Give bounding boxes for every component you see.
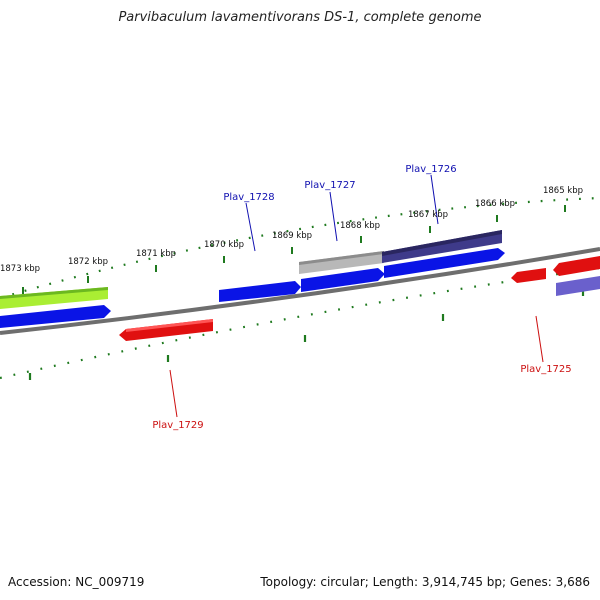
- gene-red-edge: [126, 319, 213, 332]
- gene-label-plav-1729[interactable]: Plav_1729: [152, 420, 203, 431]
- gene-lime-edge: [0, 287, 108, 299]
- kbp-label: 1872 kbp: [68, 257, 108, 267]
- map-title: Parvibaculum lavamentivorans DS-1, compl…: [118, 10, 482, 25]
- gene-lavender[interactable]: [556, 276, 600, 296]
- outer-tick-ring: [0, 196, 600, 300]
- kbp-label: 1870 kbp: [204, 240, 244, 250]
- gene-blue-plav-1727[interactable]: [301, 268, 385, 292]
- accession-label: Accession: NC_009719: [8, 575, 145, 589]
- kbp-label: 1869 kbp: [272, 231, 312, 241]
- leader-plav-1727: [329, 191, 338, 242]
- gene-red-right[interactable]: [553, 256, 600, 276]
- leader-plav-1726: [430, 174, 439, 225]
- gene-blue-plav-1728[interactable]: [219, 281, 301, 302]
- kbp-label: 1865 kbp: [543, 186, 583, 196]
- leader-plav-1728: [245, 202, 256, 252]
- leader-plav-1729: [169, 369, 178, 418]
- kbp-label: 1866 kbp: [475, 199, 515, 209]
- kbp-label: 1871 kbp: [136, 249, 176, 259]
- genome-summary: Topology: circular; Length: 3,914,745 bp…: [260, 575, 590, 589]
- gene-navy-edge: [382, 230, 502, 256]
- gene-lime[interactable]: [0, 287, 108, 309]
- outer-minor-ticks: [0, 196, 600, 300]
- gene-gray-edge: [299, 251, 384, 265]
- kbp-label: 1867 kbp: [408, 210, 448, 220]
- gene-label-plav-1728[interactable]: Plav_1728: [223, 192, 274, 203]
- kbp-label: 1873 kbp: [0, 264, 40, 274]
- gene-red-plav-1725[interactable]: [511, 268, 546, 283]
- genome-backbone: [0, 247, 600, 335]
- kbp-label: 1868 kbp: [340, 221, 380, 231]
- gene-label-plav-1725[interactable]: Plav_1725: [520, 364, 571, 375]
- gene-blue-arrow[interactable]: [0, 305, 111, 328]
- gene-label-plav-1727[interactable]: Plav_1727: [304, 180, 355, 191]
- leader-plav-1725: [535, 315, 544, 363]
- major-ticks: [22, 205, 566, 294]
- gene-blue-plav-1726[interactable]: [384, 248, 505, 278]
- gene-label-plav-1726[interactable]: Plav_1726: [405, 164, 456, 175]
